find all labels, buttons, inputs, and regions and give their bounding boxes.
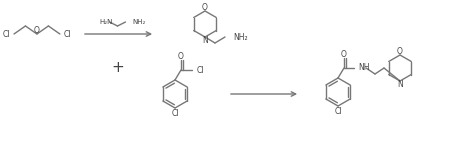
- Text: Cl: Cl: [197, 65, 204, 75]
- Text: Cl: Cl: [334, 106, 342, 115]
- Text: +: +: [111, 59, 124, 75]
- Text: NH₂: NH₂: [233, 33, 247, 41]
- Text: Cl: Cl: [64, 30, 72, 38]
- Text: O: O: [34, 26, 40, 35]
- Text: H₂N: H₂N: [100, 19, 113, 25]
- Text: NH: NH: [358, 62, 370, 72]
- Text: NH₂: NH₂: [133, 19, 146, 25]
- Text: O: O: [178, 52, 184, 60]
- Text: N: N: [202, 36, 208, 45]
- Text: Cl: Cl: [2, 30, 10, 38]
- Text: N: N: [397, 80, 403, 89]
- Text: O: O: [397, 47, 403, 56]
- Text: Cl: Cl: [171, 108, 179, 117]
- Text: O: O: [202, 3, 208, 12]
- Text: O: O: [341, 50, 347, 59]
